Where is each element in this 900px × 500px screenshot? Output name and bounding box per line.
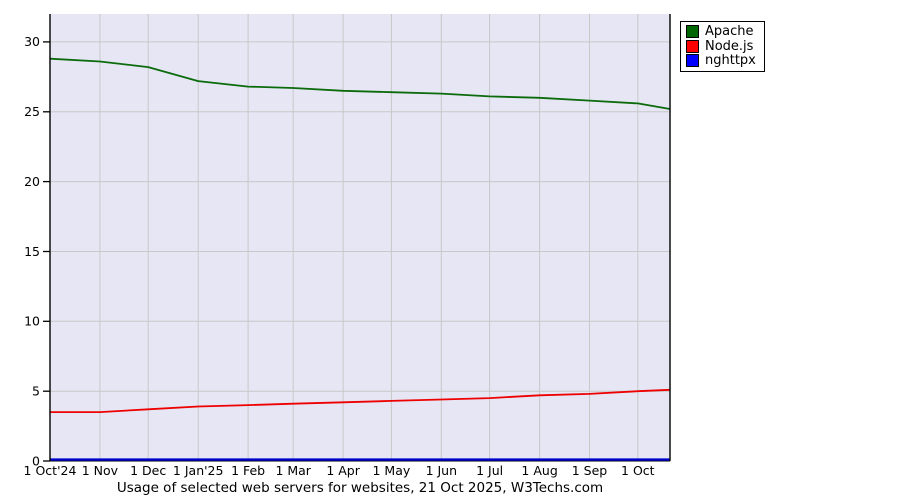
svg-text:1 Oct'24: 1 Oct'24 bbox=[24, 463, 77, 478]
svg-text:1 Aug: 1 Aug bbox=[521, 463, 557, 478]
svg-text:1 Jun: 1 Jun bbox=[426, 463, 457, 478]
chart-caption: Usage of selected web servers for websit… bbox=[116, 480, 604, 496]
legend-label: nghttpx bbox=[705, 53, 756, 68]
svg-text:25: 25 bbox=[24, 104, 40, 119]
legend-swatch-icon bbox=[686, 54, 699, 68]
legend-item-nodejs: Node.js bbox=[686, 38, 756, 54]
svg-text:1 Sep: 1 Sep bbox=[572, 463, 608, 478]
svg-text:5: 5 bbox=[32, 384, 40, 399]
svg-text:30: 30 bbox=[24, 34, 40, 49]
svg-text:0: 0 bbox=[32, 453, 40, 468]
legend-swatch-icon bbox=[686, 39, 699, 53]
svg-text:1 Dec: 1 Dec bbox=[130, 463, 166, 478]
legend-item-apache: Apache bbox=[686, 25, 756, 39]
svg-text:1 Jan'25: 1 Jan'25 bbox=[173, 463, 224, 478]
svg-text:1 Oct: 1 Oct bbox=[621, 463, 655, 478]
legend-label: Apache bbox=[705, 24, 754, 39]
svg-text:20: 20 bbox=[24, 174, 40, 189]
legend-swatch-icon bbox=[686, 25, 699, 39]
svg-text:15: 15 bbox=[24, 244, 40, 259]
svg-text:1 Nov: 1 Nov bbox=[82, 463, 119, 478]
svg-text:1 Feb: 1 Feb bbox=[231, 463, 265, 478]
svg-text:1 Apr: 1 Apr bbox=[326, 463, 360, 478]
legend-item-nghttpx: nghttpx bbox=[686, 54, 756, 68]
svg-text:10: 10 bbox=[24, 314, 40, 329]
svg-text:1 Mar: 1 Mar bbox=[275, 463, 311, 478]
legend-label: Node.js bbox=[705, 38, 754, 54]
legend: Apache Node.js nghttpx bbox=[680, 21, 765, 72]
svg-text:1 Jul: 1 Jul bbox=[476, 463, 503, 478]
svg-text:1 May: 1 May bbox=[373, 463, 411, 478]
